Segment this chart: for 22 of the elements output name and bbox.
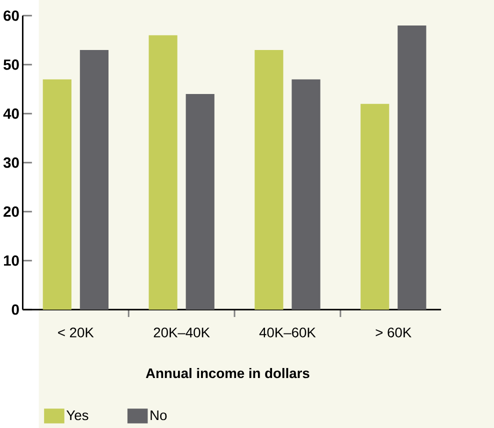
- y-tick-label: 60: [4, 10, 19, 21]
- x-tick-label: 20K–40K: [154, 327, 210, 338]
- y-tick-label: 30: [3, 157, 19, 168]
- legend-label: Yes: [66, 410, 88, 420]
- y-tick-label: 50: [4, 59, 19, 70]
- x-tick-label: < 20K: [58, 327, 94, 338]
- bar: [42, 79, 72, 310]
- bar: [80, 50, 109, 310]
- y-tick-label: 40: [3, 108, 19, 119]
- x-tick-label: > 60K: [376, 327, 412, 338]
- x-axis-title: Annual income in dollars: [146, 368, 310, 378]
- bar: [148, 35, 178, 310]
- legend-label: No: [150, 410, 167, 420]
- bar: [398, 25, 426, 310]
- bar: [292, 79, 320, 310]
- x-tick-label: 40K–60K: [259, 327, 316, 338]
- bar: [360, 104, 390, 310]
- bar: [186, 94, 214, 310]
- bar: [254, 50, 284, 310]
- y-tick-label: 10: [4, 255, 19, 266]
- y-tick-label: 20: [4, 206, 19, 217]
- y-tick-label: 0: [12, 304, 19, 315]
